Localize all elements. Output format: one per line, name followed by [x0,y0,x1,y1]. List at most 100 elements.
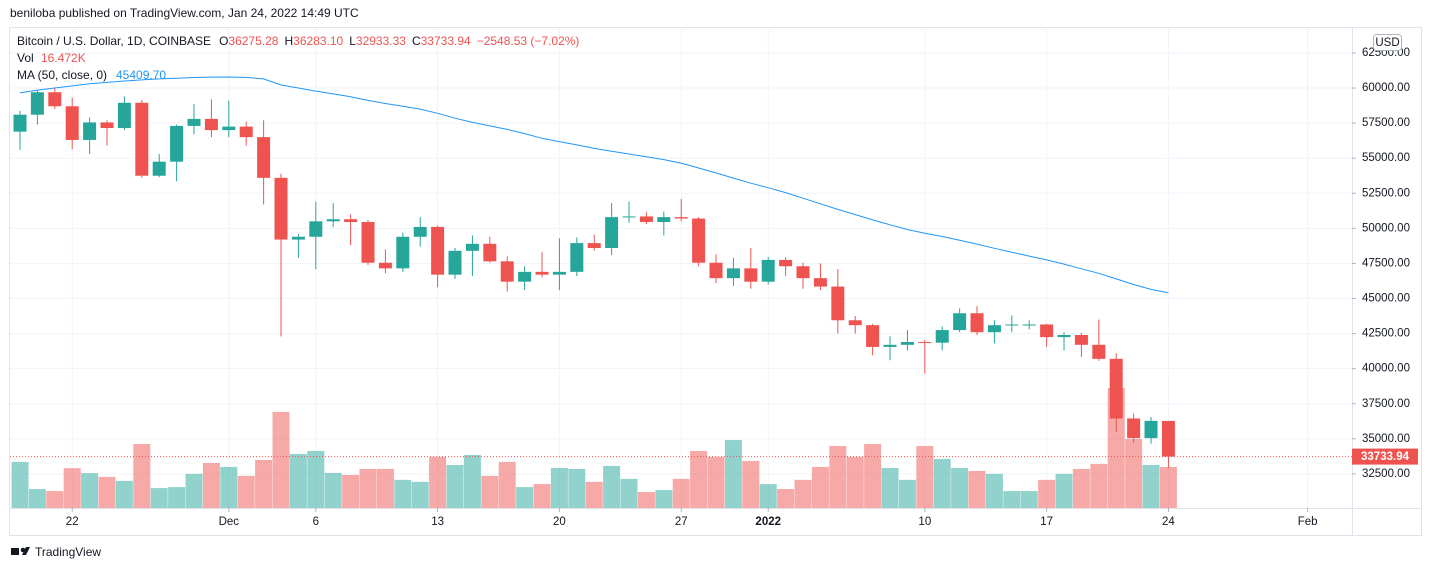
volume-bar [411,481,429,508]
candle-body [344,219,358,223]
legend-vol-label: Vol [17,51,34,65]
volume-bar [759,484,777,508]
candle-body [448,250,462,275]
volume-bar [394,479,412,508]
candle-body [866,325,880,347]
candle-body [726,268,740,279]
candle-body [204,118,218,131]
volume-bar [272,411,290,508]
candle-body [918,342,932,344]
x-tick-label: 22 [66,516,79,528]
legend-ma-label: MA (50, close, 0) [17,68,107,82]
volume-bar [916,446,934,508]
candle-body [709,262,723,279]
candle-body [152,161,166,176]
volume-bar [28,489,46,508]
candle-body [309,221,323,237]
currency-box[interactable] [1373,34,1402,51]
candle-body [361,222,375,263]
volume-bar [864,444,882,508]
candle-body [674,217,688,219]
volume-bar [1055,473,1073,508]
candle-body [900,342,914,345]
moving-average [19,76,1169,294]
candle-body [570,243,584,272]
volume-bar [533,484,551,508]
candle-body [326,219,340,222]
volume-bar [220,466,238,508]
volume-bar [846,456,864,508]
y-tick-label: 40000.00 [1362,363,1410,375]
candle-body [831,286,845,321]
volume-bar [794,479,812,508]
x-tick-label: 20 [553,516,566,528]
volume-bar [516,487,534,508]
volume-bar [342,474,360,508]
legend-symbol: Bitcoin / U.S. Dollar, 1D, COINBASE [17,34,211,48]
volume-bar [463,454,481,508]
volume-bar [168,487,186,508]
candle-body [1127,418,1141,439]
last-price-box [1352,448,1418,465]
x-tick-label: 13 [431,516,444,528]
x-tick-label: 10 [918,516,931,528]
candle-body [518,271,532,282]
candle-body [657,217,671,223]
volume-bar [1072,468,1090,508]
currency[interactable]: USD [1375,37,1399,49]
candle-body [291,236,305,240]
y-tick-label: 37500.00 [1362,398,1410,410]
candle-body [65,106,79,140]
volume-bar [63,468,81,508]
candle-body [48,92,62,107]
volume-bar [829,446,847,508]
volume-bar [655,490,673,508]
candle-body [1005,324,1019,326]
x-tick-label: 6 [313,516,319,528]
volume-bar [446,464,464,508]
candle-body [761,259,775,282]
volume-pane [11,388,1177,508]
candle-body [953,313,967,331]
x-tick-label: 17 [1040,516,1053,528]
y-tick-label: 50000.00 [1362,222,1410,234]
volume-bar [498,461,516,508]
volume-bar [289,453,307,508]
x-tick-label: 2022 [755,516,781,528]
candle-body [431,226,445,275]
last-price-label: 33733.94 [1361,451,1410,463]
candle-body [1109,358,1123,419]
volume-bar [81,473,99,508]
volume-bar [603,465,621,508]
candle-body [1022,324,1036,326]
y-tick-label: 55000.00 [1362,152,1410,164]
candle-body [170,125,184,162]
candle-body [796,266,810,279]
candle-body [692,218,706,263]
legend-ma-value: 45409.70 [116,68,166,82]
volume-bar [568,468,586,508]
volume-bar [672,478,690,508]
volume-bar [202,462,220,508]
candles [10,76,1352,468]
volume-bar [707,456,725,508]
volume-bar [637,492,655,508]
legend-field-label: C [412,34,421,48]
footer: TradingView [11,545,101,559]
volume-bar [968,470,986,508]
x-tick-label: 24 [1162,516,1175,528]
logo-mark [11,548,19,555]
candle-body [587,243,601,248]
candle-body [396,236,410,269]
x-tick-label: Feb [1298,516,1318,528]
volume-bar [255,459,273,508]
candle-body [1057,334,1071,338]
legend-field-label: L [349,34,356,48]
y-tick-label: 52500.00 [1362,187,1410,199]
y-tick-label: 42500.00 [1362,328,1410,340]
candle-body [605,217,619,248]
candle-body [100,122,114,129]
candle-body [1144,420,1158,439]
volume-bar [1090,463,1108,508]
